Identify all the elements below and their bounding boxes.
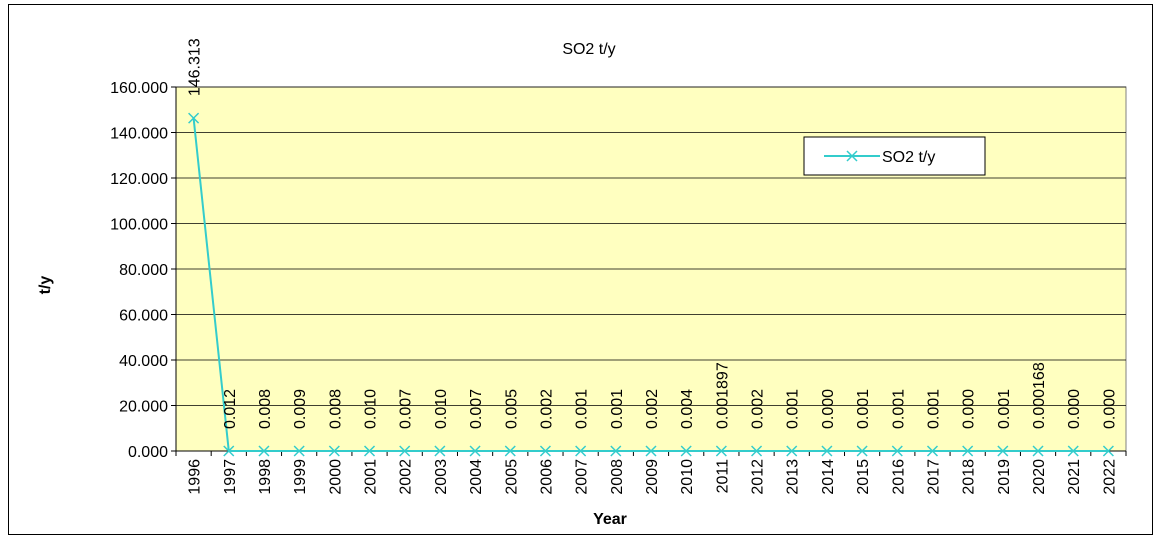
data-label: 0.008 xyxy=(257,389,274,429)
marker xyxy=(363,445,376,457)
marker xyxy=(891,445,903,457)
data-label: 0.000 xyxy=(820,389,837,429)
marker xyxy=(1032,445,1044,457)
marker xyxy=(328,445,340,457)
marker xyxy=(1102,445,1114,457)
y-tick-label: 0.000 xyxy=(128,444,168,461)
marker xyxy=(575,445,587,457)
x-tick-label: 1999 xyxy=(292,459,309,495)
marker xyxy=(715,445,727,457)
marker xyxy=(1067,445,1079,457)
marker xyxy=(786,445,798,457)
x-tick-label: 2008 xyxy=(609,459,626,495)
x-tick-label: 2015 xyxy=(855,459,872,495)
data-label: 0.008 xyxy=(327,389,344,429)
y-tick-label: 160.000 xyxy=(110,80,168,97)
x-tick-label: 2018 xyxy=(961,459,978,495)
data-label: 146.313 xyxy=(187,38,204,96)
marker xyxy=(680,445,692,457)
marker xyxy=(539,445,551,457)
x-tick-label: 1996 xyxy=(187,459,204,495)
data-label: 0.007 xyxy=(468,389,485,429)
x-tick-label: 2013 xyxy=(785,459,802,495)
marker xyxy=(610,445,622,457)
x-tick-label: 1997 xyxy=(222,459,239,495)
x-tick-label: 2022 xyxy=(1101,459,1118,495)
data-label: 0.001 xyxy=(855,389,872,429)
data-label: 0.001 xyxy=(609,389,626,429)
data-label: 0.001897 xyxy=(714,362,731,429)
y-axis-label: t/y xyxy=(37,276,54,295)
y-tick-label: 80.000 xyxy=(119,262,168,279)
y-tick-label: 100.000 xyxy=(110,217,168,234)
x-tick-label: 2003 xyxy=(433,459,450,495)
data-label: 0.007 xyxy=(398,389,415,429)
y-tick-label: 60.000 xyxy=(119,308,168,325)
x-tick-label: 2020 xyxy=(1031,459,1048,495)
x-tick-label: 2021 xyxy=(1066,459,1083,495)
data-label: 0.002 xyxy=(750,389,767,429)
y-tick-label: 20.000 xyxy=(119,399,168,416)
marker xyxy=(293,445,305,457)
x-tick-label: 1998 xyxy=(257,459,274,495)
marker xyxy=(645,445,657,457)
x-tick-label: 2002 xyxy=(398,459,415,495)
marker xyxy=(399,445,411,457)
marker xyxy=(469,445,481,457)
x-tick-label: 2012 xyxy=(750,459,767,495)
data-label: 0.012 xyxy=(222,389,239,429)
x-tick-label: 2017 xyxy=(925,459,942,495)
marker xyxy=(856,445,868,457)
x-tick-label: 2007 xyxy=(574,459,591,495)
data-label: 0.002 xyxy=(644,389,661,429)
data-label: 0.009 xyxy=(292,389,309,429)
y-tick-label: 120.000 xyxy=(110,171,168,188)
data-label: 0.001 xyxy=(785,389,802,429)
x-tick-label: 2005 xyxy=(503,459,520,495)
marker xyxy=(962,445,974,457)
x-tick-label: 2016 xyxy=(890,459,907,495)
marker xyxy=(504,445,516,457)
data-label: 0.001 xyxy=(890,389,907,429)
marker xyxy=(926,445,939,457)
marker xyxy=(821,445,833,457)
data-label: 0.001 xyxy=(996,389,1013,429)
x-tick-label: 2001 xyxy=(363,459,380,495)
x-tick-label: 2011 xyxy=(714,459,731,494)
data-label: 0.002 xyxy=(538,389,555,429)
data-label: 0.010 xyxy=(433,389,450,429)
x-tick-label: 2000 xyxy=(327,459,344,495)
data-label: 0.000 xyxy=(961,389,978,429)
x-tick-label: 2010 xyxy=(679,459,696,495)
x-tick-label: 2004 xyxy=(468,459,485,495)
marker xyxy=(751,445,763,457)
y-tick-label: 40.000 xyxy=(119,353,168,370)
x-tick-label: 2019 xyxy=(996,459,1013,495)
x-tick-label: 2009 xyxy=(644,459,661,495)
x-tick-label: 2014 xyxy=(820,459,837,495)
legend-label: SO2 t/y xyxy=(882,149,935,166)
y-tick-label: 140.000 xyxy=(110,126,168,143)
data-label: 0.005 xyxy=(503,389,520,429)
marker xyxy=(223,445,235,457)
data-label: 0.000168 xyxy=(1031,362,1048,429)
x-tick-label: 2006 xyxy=(538,459,555,495)
data-label: 0.000 xyxy=(1101,389,1118,429)
data-label: 0.000 xyxy=(1066,389,1083,429)
data-label: 0.010 xyxy=(363,389,380,429)
marker xyxy=(258,445,270,457)
marker xyxy=(997,445,1009,457)
x-axis-label: Year xyxy=(593,511,627,528)
chart-title: SO2 t/y xyxy=(562,41,615,58)
data-label: 0.001 xyxy=(925,389,942,429)
marker xyxy=(434,445,446,457)
legend-marker xyxy=(846,150,858,162)
data-label: 0.004 xyxy=(679,389,696,429)
marker xyxy=(188,112,200,124)
data-label: 0.001 xyxy=(574,389,591,429)
